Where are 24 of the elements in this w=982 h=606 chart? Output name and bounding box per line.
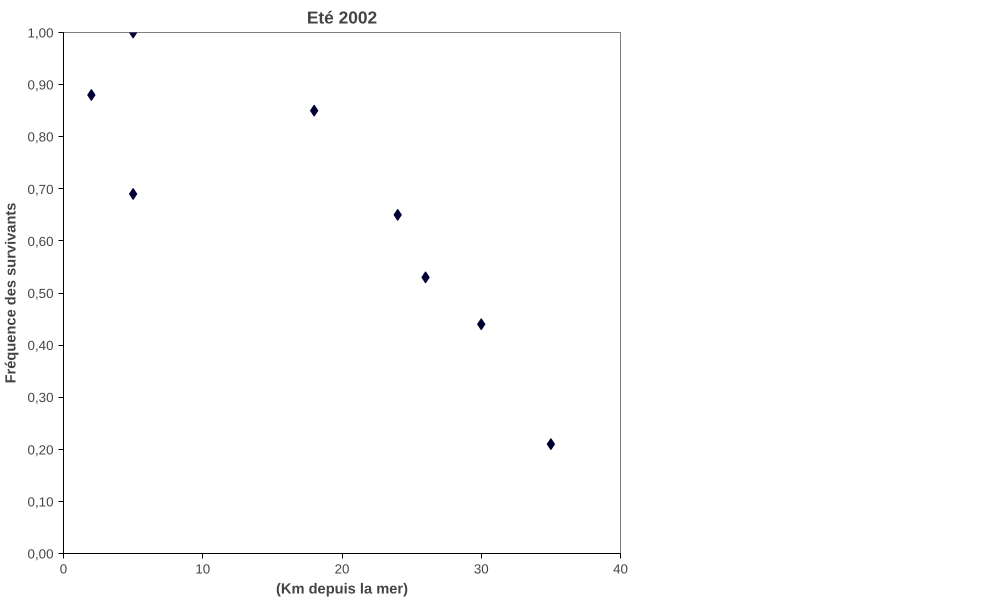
- y-tick-label: 0,00: [28, 546, 54, 562]
- x-tick-label: 30: [474, 562, 489, 576]
- chart-title: Eté 2002: [306, 8, 378, 28]
- point: [87, 89, 96, 102]
- x-tick-label: 0: [60, 562, 68, 576]
- y-tick-label: 0,90: [28, 78, 54, 93]
- y-tick-label: 1,00: [28, 26, 54, 40]
- y-tick-label: 0,20: [28, 442, 54, 458]
- point: [421, 271, 430, 284]
- y-tick-label: 0,60: [28, 234, 54, 249]
- x-tick-label: 40: [613, 562, 628, 576]
- y-tick-label: 0,40: [28, 338, 54, 354]
- y-tick-label: 0,50: [28, 286, 54, 301]
- x-tick-label: 20: [334, 562, 350, 576]
- y-tick-label: 0,30: [28, 390, 54, 406]
- y-tick-label: 0,10: [28, 494, 54, 510]
- x-tick-label: 10: [195, 562, 210, 576]
- y-tick-label: 0,80: [28, 130, 54, 145]
- y-tick-label: 0,70: [28, 182, 54, 197]
- point: [310, 104, 318, 117]
- y-axis-title: Fréquence des survivants: [4, 202, 20, 384]
- point: [546, 438, 556, 450]
- point: [128, 188, 138, 200]
- x-axis-title: (Km depuis la mer): [276, 582, 408, 598]
